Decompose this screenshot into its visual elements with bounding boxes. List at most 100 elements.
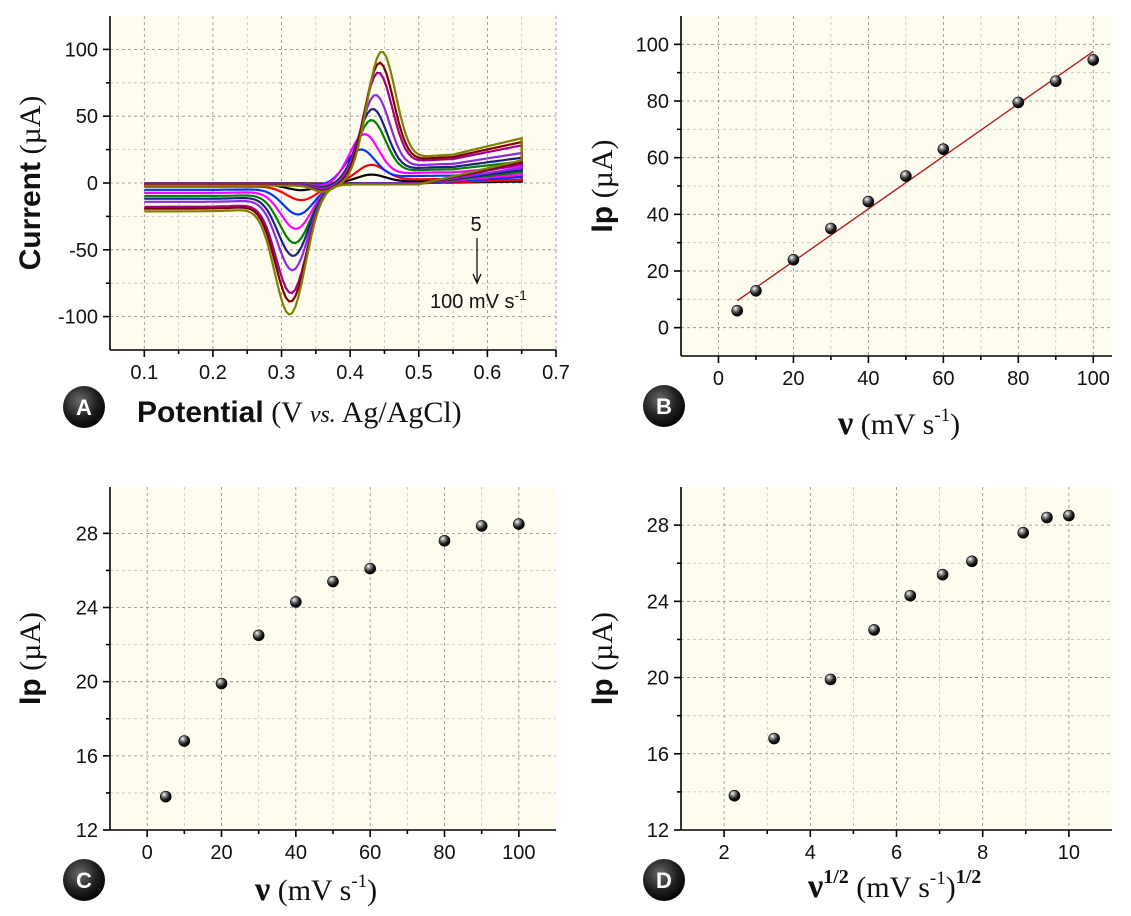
data-point (750, 285, 762, 297)
x-tick-label: 6 (891, 842, 902, 864)
annotation-start: 5 (470, 214, 481, 236)
y-axis-label: Ip (µA) (586, 612, 619, 705)
data-point (936, 568, 949, 581)
y-tick-label: 24 (647, 591, 669, 613)
data-point (1041, 511, 1053, 524)
data-point (1017, 526, 1030, 539)
y-tick-label: 100 (636, 34, 669, 56)
y-tick-label: 12 (76, 820, 98, 842)
data-point (252, 629, 265, 642)
data-point (290, 596, 302, 608)
y-tick-label: 50 (76, 106, 98, 128)
x-tick-label: 80 (1007, 368, 1029, 390)
panel-badge-label: D (656, 868, 672, 893)
x-tick-label: 10 (1058, 842, 1080, 864)
grid (110, 16, 557, 350)
data-point (1087, 54, 1100, 66)
x-tick-label: 40 (285, 842, 307, 864)
data-point (787, 253, 800, 266)
x-tick-label: 0.7 (542, 362, 570, 384)
data-point (868, 624, 880, 636)
plot-background (681, 16, 1112, 356)
grid (681, 16, 1112, 356)
panel-badge-label: C (76, 868, 92, 893)
data-points (159, 518, 525, 803)
data-point (475, 520, 488, 532)
y-tick-label: 0 (87, 173, 98, 195)
annotation-end: 100 mV s-1 (430, 287, 527, 313)
cv-curves (144, 50, 523, 316)
y-tick-label: 28 (647, 515, 669, 537)
x-tick-label: 0.3 (268, 362, 296, 384)
y-tick-label: -50 (69, 240, 98, 262)
x-tick-label: 0 (713, 368, 724, 390)
plot-background (681, 487, 1112, 830)
data-point (438, 534, 451, 547)
chart-panel-c: 0 20 40 60 80 100 12 16 20 24 28 C ν (mV s-1) Ip (µA) (14, 487, 556, 908)
x-tick-label: 0.6 (473, 362, 501, 384)
x-tick-label: 4 (805, 842, 816, 864)
y-tick-label: 20 (76, 672, 98, 694)
x-tick-label: 100 (502, 842, 535, 864)
x-axis-label: Potential (V vs. Ag/AgCl) (137, 396, 462, 429)
x-tick-label: 60 (359, 842, 381, 864)
panel-badge-label: A (76, 395, 92, 420)
data-point (768, 732, 780, 745)
data-point (513, 518, 525, 530)
y-tick-label: 12 (647, 820, 669, 842)
y-tick-label: 16 (647, 744, 669, 766)
y-tick-label: 20 (647, 261, 669, 283)
data-point (731, 304, 744, 317)
annotation-arrowhead (472, 273, 482, 285)
chart-panel-b: 0 20 40 60 80 100 0 20 40 60 80 100 B ν (mV s-1) Ip (µ… (586, 16, 1112, 442)
x-tick-label: 0.4 (336, 362, 364, 384)
data-point (1049, 75, 1062, 87)
x-axis-label: ν (mV s-1) (254, 871, 377, 908)
data-point (327, 575, 339, 588)
data-point (900, 170, 912, 182)
panel-badge-label: B (656, 394, 672, 419)
x-tick-label: 80 (433, 842, 455, 864)
y-tick-label: 80 (647, 91, 669, 113)
y-tick-label: 100 (65, 39, 98, 61)
data-point (178, 735, 191, 747)
x-axis-label: ν1/2 (mV s-1)1/2 (807, 866, 981, 905)
data-points (731, 54, 1100, 317)
x-tick-label: 20 (782, 368, 804, 390)
y-tick-label: 40 (647, 204, 669, 226)
y-tick-label: 60 (647, 148, 669, 170)
data-points (728, 509, 1075, 802)
x-tick-label: 0 (142, 842, 153, 864)
y-tick-label: 24 (76, 598, 98, 620)
plot-background (110, 487, 556, 830)
cv-curve-100 (144, 50, 523, 316)
x-tick-label: 0.2 (199, 362, 227, 384)
panel-badge (63, 859, 105, 901)
x-tick-label: 8 (977, 842, 988, 864)
x-tick-label: 0.1 (130, 362, 158, 384)
x-tick-label: 40 (857, 368, 879, 390)
panel-badge (63, 386, 105, 428)
y-tick-label: 0 (658, 318, 669, 340)
panel-badge (643, 859, 685, 901)
y-axis-label: Ip (µA) (586, 139, 619, 232)
data-point (215, 677, 228, 690)
y-tick-label: -100 (58, 307, 98, 329)
data-point (1063, 509, 1075, 522)
y-tick-label: 28 (76, 523, 98, 545)
data-point (825, 222, 837, 235)
data-point (904, 589, 917, 602)
data-point (1012, 96, 1025, 109)
y-axis-label: Current (µA) (14, 96, 47, 271)
x-tick-label: 0.5 (405, 362, 433, 384)
y-axis-label: Ip (µA) (14, 612, 47, 705)
y-tick-label: 16 (76, 746, 98, 768)
data-point (159, 790, 172, 803)
x-tick-label: 60 (932, 368, 954, 390)
data-point (862, 195, 875, 208)
x-axis-label: ν (mV s-1) (837, 405, 960, 442)
x-tick-label: 20 (210, 842, 232, 864)
panel-badge (643, 385, 685, 427)
